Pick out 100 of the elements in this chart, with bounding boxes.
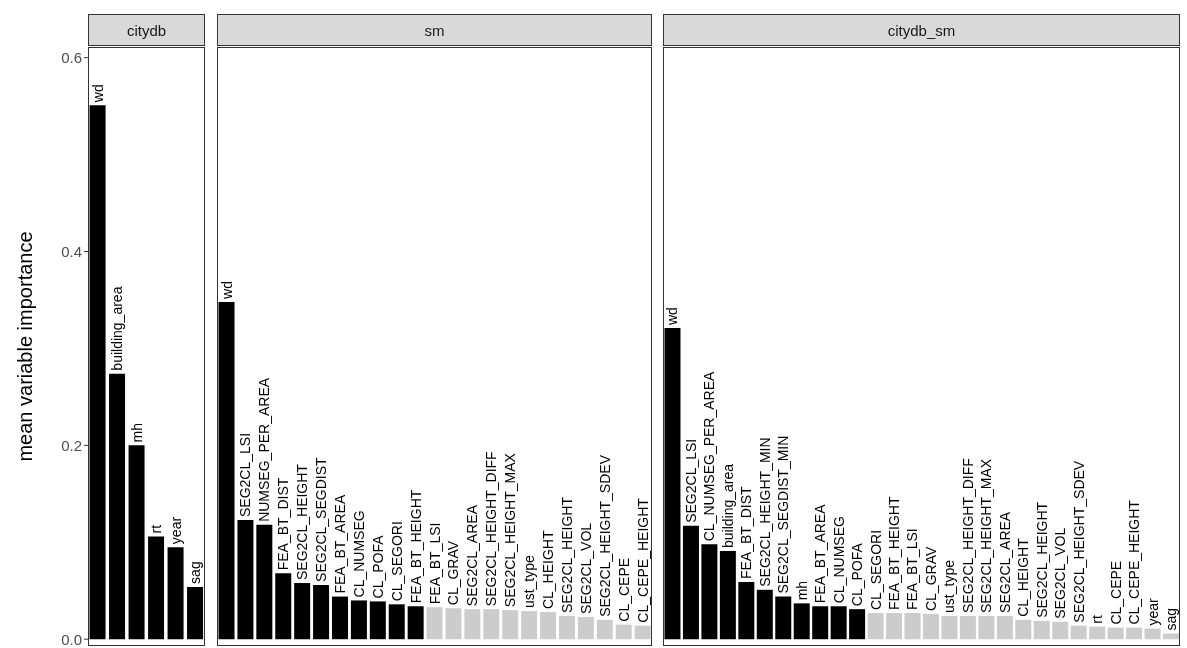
bar [812, 606, 829, 640]
category-label: SEG2CL_HEIGHT_SDEV [1070, 460, 1087, 623]
bar [793, 603, 810, 640]
bar [502, 610, 519, 640]
category-label: sag [187, 561, 204, 584]
bar [558, 615, 575, 640]
bar [167, 547, 184, 640]
bar [1089, 626, 1106, 640]
category-label: CL_NUMSEG_PER_AREA [701, 371, 718, 542]
bar [187, 586, 204, 640]
category-label: building_area [109, 286, 126, 371]
y-axis-title: mean variable importance [14, 231, 36, 462]
bar [89, 105, 106, 640]
category-label: CL_POFA [369, 535, 386, 599]
bar [1052, 621, 1069, 640]
bar [464, 609, 481, 640]
bar [294, 583, 311, 640]
category-label: CL_HEIGHT [1015, 538, 1032, 617]
category-label: SEG2CL_HEIGHT_DIFF [483, 451, 500, 607]
y-tick-label: 0.0 [61, 630, 82, 648]
category-label: CL_GRAV [922, 546, 939, 612]
category-label: wd [218, 281, 235, 299]
category-label: CL_NUMSEG [350, 510, 367, 598]
category-label: CL_SEGORI [867, 529, 884, 611]
category-label: year [167, 516, 184, 545]
category-label: SEG2CL_HEIGHT_MAX [502, 453, 519, 608]
bar [275, 573, 292, 640]
bar [540, 612, 557, 640]
category-label: ust_type [941, 560, 958, 613]
category-label: CL_POFA [849, 543, 866, 607]
category-label: FEA_BT_LSI [426, 522, 443, 605]
bar [483, 609, 500, 640]
category-label: SEG2CL_VOL [1052, 527, 1069, 619]
bar [218, 301, 235, 640]
bar [738, 582, 755, 640]
bar [331, 596, 348, 640]
category-label: SEG2CL_HEIGHT_SDEV [596, 454, 613, 617]
category-label: SEG2CL_HEIGHT_MIN [756, 437, 773, 587]
bar [886, 613, 903, 640]
category-label: CL_CEPE [615, 557, 632, 622]
category-label: CL_GRAV [445, 540, 462, 606]
chart-title: citydb [88, 14, 205, 46]
category-label: wd [664, 307, 681, 326]
chart-title: citydb_sm [663, 14, 1180, 46]
bar [1144, 628, 1161, 640]
bar [128, 445, 145, 640]
bar [1107, 627, 1124, 640]
category-label: CL_CEPE_HEIGHT [1126, 500, 1143, 625]
bar [109, 373, 126, 640]
category-label: SEG2CL_HEIGHT [1033, 501, 1050, 618]
bar [407, 606, 424, 640]
bar [445, 608, 462, 640]
bar [313, 584, 330, 640]
category-label: FEA_BT_AREA [812, 504, 829, 604]
bar [615, 624, 632, 640]
category-label: wd [89, 84, 106, 103]
category-label: CL_NUMSEG [830, 516, 847, 604]
category-label: SEG2CL_HEIGHT [558, 497, 575, 613]
category-label: FEA_BT_LSI [904, 528, 921, 611]
category-label: SEG2CL_SEGDIST_MIN [775, 435, 792, 594]
bar [719, 551, 736, 640]
category-label: CL_CEPE [1107, 560, 1124, 625]
chart-title: sm [217, 14, 652, 46]
bar [596, 619, 613, 640]
category-label: CL_CEPE_HEIGHT [634, 498, 651, 623]
bar [1126, 627, 1143, 640]
category-label: SEG2CL_LSI [237, 432, 254, 517]
category-label: NUMSEG_PER_AREA [256, 377, 273, 522]
bar [978, 615, 995, 640]
bar [148, 536, 165, 640]
category-label: mh [128, 422, 145, 443]
bar [426, 607, 443, 640]
category-label: SEG2CL_AREA [464, 505, 481, 607]
bar [922, 614, 939, 640]
category-label: FEA_BT_AREA [331, 494, 348, 594]
bar [577, 616, 594, 640]
bar [237, 520, 254, 640]
category-label: rt [1089, 615, 1106, 624]
category-label: SEG2CL_HEIGHT_DIFF [959, 458, 976, 613]
bar [388, 604, 405, 640]
bar [1015, 619, 1032, 640]
bar [756, 589, 773, 640]
bar [941, 615, 958, 640]
category-label: mh [793, 580, 810, 601]
bar [521, 611, 538, 640]
category-label: SEG2CL_HEIGHT [294, 464, 311, 580]
bar [1033, 620, 1050, 640]
bar [830, 606, 847, 640]
category-label: ust_type [521, 555, 538, 609]
category-label: building_area [719, 463, 736, 549]
bar [701, 544, 718, 640]
y-tick-label: 0.6 [61, 48, 82, 66]
y-tick-label: 0.2 [61, 436, 82, 454]
category-label: SEG2CL_LSI [682, 438, 699, 523]
category-label: sag [1163, 607, 1180, 631]
bar [1163, 633, 1180, 640]
bar [996, 615, 1013, 640]
y-tick-label: 0.4 [61, 242, 82, 260]
bar [775, 596, 792, 640]
category-label: FEA_BT_DIST [275, 477, 292, 571]
